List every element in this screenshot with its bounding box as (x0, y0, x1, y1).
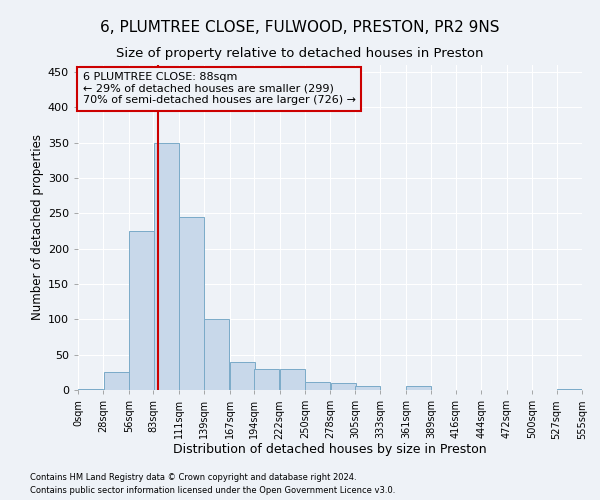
Bar (280, 369, 305, 390)
Text: 6 PLUMTREE CLOSE: 88sqm
← 29% of detached houses are smaller (299)
70% of semi-d: 6 PLUMTREE CLOSE: 88sqm ← 29% of detache… (83, 72, 356, 106)
Bar (154, 142, 179, 390)
Bar (557, 388, 582, 390)
Bar (355, 386, 380, 390)
Bar (78, 388, 103, 390)
Bar (179, 217, 204, 390)
Bar (129, 231, 154, 390)
Text: Contains public sector information licensed under the Open Government Licence v3: Contains public sector information licen… (30, 486, 395, 495)
Bar (104, 372, 128, 390)
Text: Size of property relative to detached houses in Preston: Size of property relative to detached ho… (116, 48, 484, 60)
Bar (305, 382, 330, 390)
Bar (205, 320, 229, 390)
Bar (230, 362, 255, 390)
Y-axis label: Number of detached properties: Number of detached properties (31, 134, 44, 320)
Bar (406, 386, 431, 390)
Text: 6, PLUMTREE CLOSE, FULWOOD, PRESTON, PR2 9NS: 6, PLUMTREE CLOSE, FULWOOD, PRESTON, PR2… (100, 20, 500, 35)
X-axis label: Distribution of detached houses by size in Preston: Distribution of detached houses by size … (173, 442, 487, 456)
Text: Contains HM Land Registry data © Crown copyright and database right 2024.: Contains HM Land Registry data © Crown c… (30, 474, 356, 482)
Bar (254, 369, 280, 390)
Bar (331, 383, 356, 390)
